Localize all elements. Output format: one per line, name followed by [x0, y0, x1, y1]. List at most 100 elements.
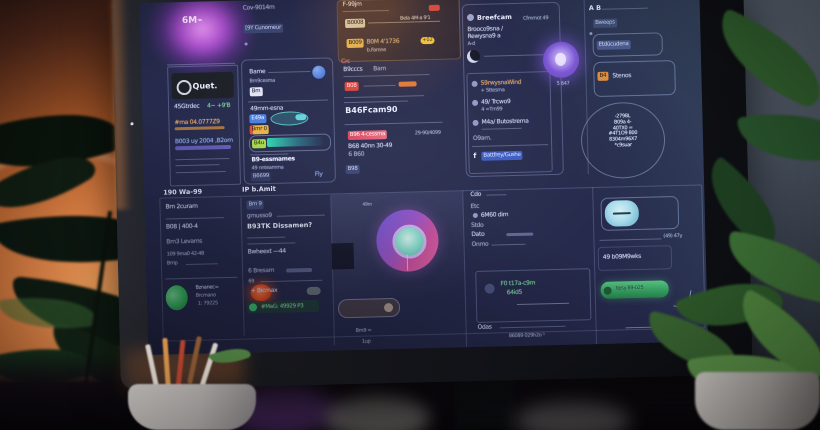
rail-box-1[interactable]: Etdúcudena: [592, 32, 663, 58]
toast-r2: B0M 4'1736: [366, 37, 400, 46]
detail-h6: Odas: [477, 323, 492, 331]
setting-sub: 4 =Tm99: [481, 106, 503, 113]
pencil: [162, 337, 171, 387]
skeleton-line: [517, 302, 570, 305]
skeleton-bar: [286, 267, 313, 273]
col2-title: Cov-9014m: [242, 3, 275, 12]
green-icon: [248, 303, 258, 312]
pink-row-right: 29-90/4099: [414, 129, 441, 137]
fly-link[interactable]: Fly: [314, 170, 323, 178]
setting-icon: [472, 119, 479, 126]
desk-reflection: [325, 395, 430, 430]
green-progress-pill[interactable]: tipsy 89-025: [600, 280, 669, 299]
highlight-row[interactable]: B4u: [248, 133, 332, 153]
row-label: 6 B60: [348, 150, 365, 159]
divider: [247, 99, 328, 103]
row-sub: Bm9cesma: [249, 77, 276, 85]
blob-glyph: 6M⌁: [181, 15, 203, 27]
row-label: + Bicmax: [250, 286, 278, 295]
row-label: B68 40nn 30-49: [348, 141, 393, 151]
code-line: 64id5: [506, 288, 523, 297]
box-icon: [484, 283, 495, 294]
dark-chip[interactable]: B6699: [250, 171, 272, 181]
skeleton-line: [363, 84, 396, 87]
row-label: 45Gtrdec: [173, 102, 200, 111]
green-status-text: #MaG: 49929 P3: [260, 303, 304, 311]
red-chip[interactable]: B08: [344, 81, 359, 91]
inner-settings-box: S9rwysnaWind + Sttesma 49/ Trcwo9 4 =Tm9…: [466, 71, 553, 175]
dark-chip[interactable]: B98: [345, 164, 360, 174]
rail-box-2[interactable]: B4 Stenos: [593, 60, 676, 98]
desk-reflection: [515, 400, 630, 430]
pill-dot: [603, 286, 612, 295]
toast-card[interactable]: F-99jm B0008 Bela 4M-a 9'1 B009 B0M 4'17…: [336, 0, 462, 63]
setting-sub: + Sttesma: [480, 87, 505, 94]
detail-foot: 86089 029h2o ¹: [508, 332, 545, 340]
beige-chip[interactable]: B0008: [344, 18, 366, 28]
rail-chip[interactable]: Bweeps: [593, 18, 617, 28]
gray-blob: [306, 286, 321, 296]
detail-h2: Etc: [470, 202, 480, 211]
setting-row[interactable]: M4a/ Butostrema: [481, 117, 529, 126]
red-badge[interactable]: [428, 4, 440, 12]
band-label-mid: IP b.Amit: [242, 184, 276, 194]
code-line: F0 t17a-c9m: [500, 279, 536, 288]
col2-chip[interactable]: [9Y Cunomeur: [243, 23, 284, 34]
yellow-chip[interactable]: B009: [346, 38, 364, 48]
detail-r1: 6M60 dim: [480, 211, 509, 219]
skeleton-line: [601, 7, 648, 10]
moon-toggle-icon[interactable]: [466, 49, 481, 64]
bold-heading: B46Fcam90: [345, 104, 398, 116]
row-chip[interactable]: Bm 9: [246, 200, 264, 210]
quet-header[interactable]: Quet.: [171, 71, 234, 100]
status-line: 1: 79225: [197, 300, 218, 307]
toast-r1: Bela 4M-a 9'1: [399, 14, 431, 22]
setting-icon: [472, 99, 479, 106]
rail-header: A B: [588, 3, 602, 13]
skeleton-line: [343, 95, 424, 99]
panel-title-right[interactable]: Cfmmot 49: [522, 15, 549, 22]
row-label: 49 b09M9wks: [602, 252, 642, 261]
ring-icon: [176, 79, 192, 96]
tiny-dot: [589, 32, 593, 36]
row-label: Bm 2curam: [165, 202, 198, 211]
pink-chip[interactable]: B96 4-cessma: [347, 130, 388, 140]
blue-chip[interactable]: Battfrey/Gushe: [481, 150, 523, 161]
row-label: 109 9ma0 42-48: [166, 250, 205, 258]
sphere-icon[interactable]: [312, 65, 326, 79]
app-icon: [466, 13, 475, 22]
toast-title: F-99jm: [342, 0, 362, 9]
row-label: Bame: [249, 68, 266, 76]
section-a: B9cccs: [343, 65, 363, 74]
yellow-pill[interactable]: +02: [420, 36, 435, 45]
toast-sub: b.Famne: [366, 47, 387, 54]
pencil: [187, 336, 202, 384]
row-bold: B93TK Dissamen?: [246, 220, 313, 231]
teal-gradient-bar: [266, 136, 326, 148]
orange-bar: [174, 126, 225, 131]
skeleton-line: [344, 100, 409, 104]
desc-line: Rewysna9 a: [467, 32, 501, 41]
small-label: Bm9 =: [355, 327, 372, 334]
yellow-chip[interactable]: Bmr 0: [249, 124, 269, 134]
pill-text: tipsy 89-025: [615, 284, 644, 292]
panel-breefcam: Breefcam Cfmmot 49 Brooco9sna / Rewysna9…: [461, 1, 564, 178]
pencil-cup-group: [118, 330, 268, 430]
leaf: [736, 102, 820, 173]
white-chip[interactable]: Bm: [249, 87, 263, 96]
divider: [472, 144, 549, 148]
skeleton-line: [268, 70, 311, 73]
row-label: B08 | 400-4: [165, 222, 198, 231]
left-pot: [128, 384, 256, 430]
code-box[interactable]: F0 t17a-c9m 64id5: [475, 268, 592, 323]
detail-h4: Dato: [471, 230, 485, 239]
blue-chip[interactable]: E49a: [249, 114, 267, 123]
row-value-green: 4~ +9'B: [206, 101, 231, 110]
f-icon: f: [473, 151, 477, 160]
quet-title: Quet.: [192, 81, 218, 91]
pill-widget[interactable]: [337, 297, 401, 319]
green-status-pill[interactable]: #MaG: 49929 P3: [246, 299, 320, 314]
violet-bar: [175, 144, 232, 151]
detail-h3: Stdo: [470, 221, 484, 230]
orange-chip: B4: [597, 71, 609, 81]
